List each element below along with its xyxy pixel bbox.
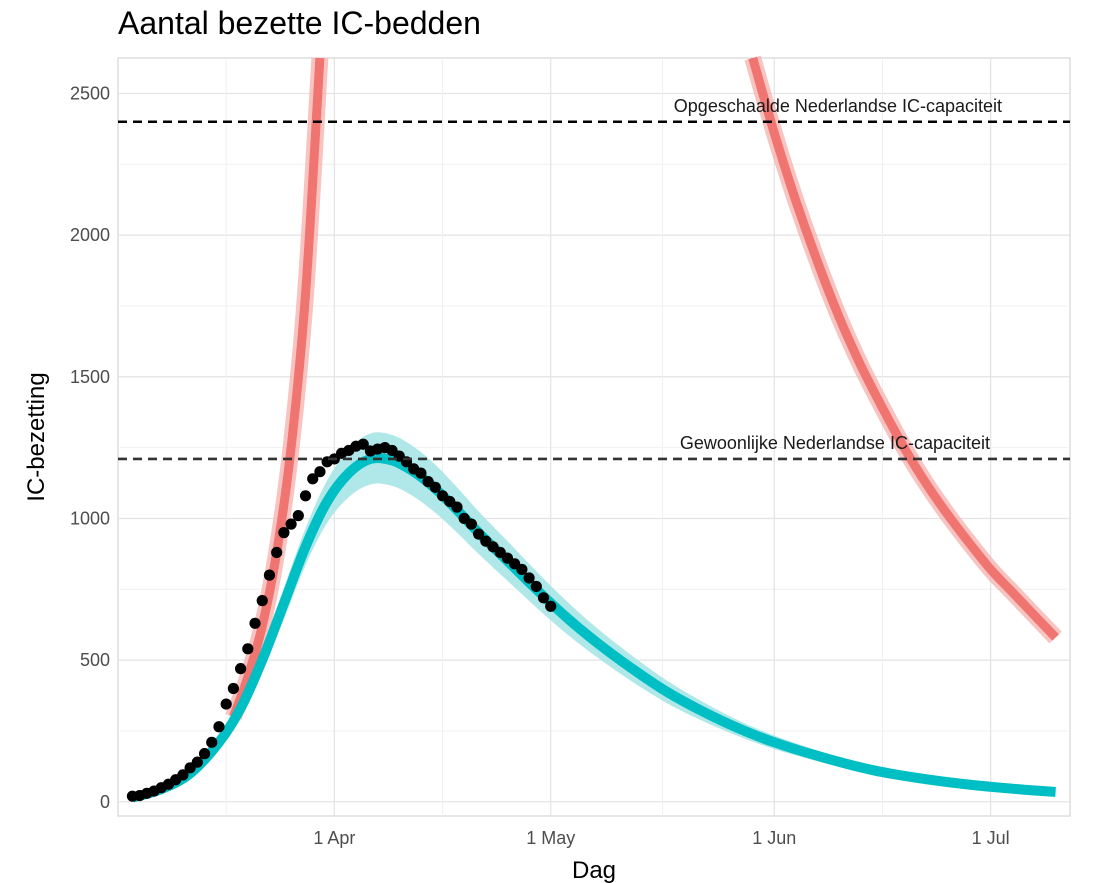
x-tick-label: 1 Jul: [972, 828, 1010, 848]
plot-panel: [117, 57, 1071, 817]
y-tick-label: 500: [80, 650, 110, 670]
data-point: [314, 466, 326, 478]
data-point: [473, 528, 485, 540]
data-point: [537, 592, 550, 604]
data-point: [220, 698, 232, 710]
data-point: [198, 748, 211, 760]
data-point: [278, 527, 290, 539]
data-point: [523, 572, 535, 584]
chart-title: Aantal bezette IC-bedden: [118, 5, 481, 41]
x-tick-label: 1 May: [526, 828, 575, 848]
capacity-label-1: Opgeschaalde Nederlandse IC-capaciteit: [674, 96, 1002, 116]
data-point: [465, 518, 477, 530]
data-point: [429, 481, 441, 493]
y-tick-label: 2500: [70, 83, 110, 103]
data-point: [530, 580, 542, 593]
data-point: [299, 490, 312, 502]
data-point: [357, 438, 369, 450]
data-point: [235, 663, 247, 675]
x-axis-ticks: 1 Apr 1 May 1 Jun 1 Jul: [313, 828, 1009, 848]
red-line-1: [229, 57, 325, 719]
data-point: [206, 736, 218, 748]
x-tick-label: 1 Jun: [752, 828, 796, 848]
data-point: [191, 756, 203, 768]
data-point: [292, 510, 304, 522]
x-axis-title: Dag: [572, 857, 616, 883]
data-point: [213, 721, 225, 733]
data-point: [285, 518, 297, 530]
capacity-lines: Opgeschaalde Nederlandse IC-capaciteit Ge…: [118, 96, 1070, 461]
y-tick-label: 1000: [70, 508, 110, 528]
data-point: [415, 467, 427, 479]
data-point: [307, 473, 319, 485]
y-axis-ticks: 0 500 1000 1500 2000 2500: [70, 83, 110, 811]
data-point: [271, 546, 283, 559]
data-point: [451, 501, 463, 513]
y-axis-title: IC-bezetting: [23, 372, 50, 501]
data-point: [516, 563, 528, 576]
data-point: [227, 682, 239, 695]
y-tick-label: 2000: [70, 225, 110, 245]
red-line-2: [748, 56, 1059, 641]
data-point: [545, 600, 557, 612]
y-tick-label: 0: [100, 792, 110, 812]
data-point: [249, 617, 261, 629]
capacity-label-2: Gewoonlijke Nederlandse IC-capaciteit: [680, 433, 990, 453]
observed-points: [126, 438, 557, 802]
data-point: [256, 595, 268, 607]
data-point: [177, 769, 189, 781]
x-tick-label: 1 Apr: [313, 828, 355, 848]
y-tick-label: 1500: [70, 367, 110, 387]
data-point: [263, 569, 276, 581]
data-point: [242, 643, 254, 655]
